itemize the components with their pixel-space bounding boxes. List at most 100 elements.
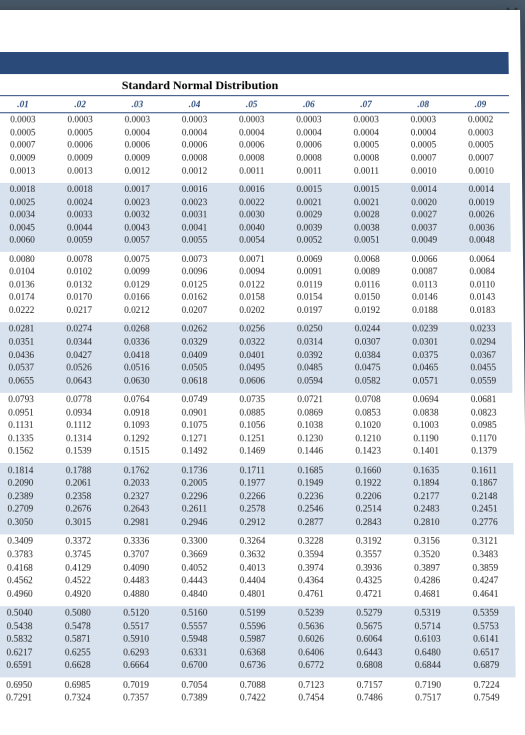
prob-value: 0.3156 bbox=[398, 534, 456, 547]
col-head: .08 bbox=[395, 96, 452, 113]
prob-value: 0.3859 bbox=[456, 561, 514, 574]
prob-value: 0.3520 bbox=[398, 548, 456, 561]
prob-value: 0.2776 bbox=[456, 515, 514, 534]
prob-value: 0.0016 bbox=[223, 183, 280, 196]
prob-value: 0.3409 bbox=[0, 534, 49, 547]
table-row: -1.40.08080.07930.07780.07640.07490.0735… bbox=[0, 393, 513, 406]
prob-value: 0.6628 bbox=[48, 659, 106, 678]
prob-value: 0.3745 bbox=[49, 548, 107, 561]
prob-value: 0.0594 bbox=[281, 374, 339, 393]
table-row: -0.80.21190.20900.20610.20330.20050.1977… bbox=[0, 476, 514, 489]
prob-value: 0.4880 bbox=[107, 587, 165, 606]
prob-value: 0.0040 bbox=[223, 221, 280, 234]
prob-value: 0.4960 bbox=[0, 587, 49, 606]
prob-value: 0.0571 bbox=[397, 374, 455, 393]
prob-value: 0.1003 bbox=[397, 418, 455, 431]
prob-value: 0.3632 bbox=[223, 548, 281, 561]
prob-value: 0.5910 bbox=[107, 632, 165, 645]
prob-value: 0.5080 bbox=[49, 606, 107, 619]
prob-value: 0.0250 bbox=[281, 322, 339, 335]
table-row: -0.10.46020.45620.45220.44830.44430.4404… bbox=[0, 574, 515, 587]
prob-value: 0.7123 bbox=[282, 678, 340, 691]
prob-value: 0.0104 bbox=[0, 265, 51, 278]
prob-value: 0.0197 bbox=[281, 304, 339, 323]
prob-value: 0.0091 bbox=[281, 265, 339, 278]
prob-value: 0.2810 bbox=[398, 515, 456, 534]
prob-value: 0.7054 bbox=[165, 678, 223, 691]
prob-value: 0.0039 bbox=[281, 221, 338, 234]
prob-value: 0.0162 bbox=[166, 291, 224, 304]
prob-value: 0.0006 bbox=[109, 139, 166, 152]
prob-value: 0.3121 bbox=[456, 534, 514, 547]
table-row: 0.30.61790.62170.62550.62930.63310.63680… bbox=[0, 645, 515, 658]
prob-value: 0.2843 bbox=[340, 515, 398, 534]
prob-value: 0.6443 bbox=[340, 645, 398, 658]
prob-value: 0.7291 bbox=[0, 691, 48, 710]
prob-value: 0.2266 bbox=[223, 489, 281, 502]
prob-value: 0.3594 bbox=[282, 548, 340, 561]
prob-value: 0.0003 bbox=[280, 113, 337, 126]
prob-value: 0.0918 bbox=[108, 406, 166, 419]
prob-value: 0.6664 bbox=[107, 659, 165, 678]
prob-value: 0.5871 bbox=[49, 632, 107, 645]
prob-value: 0.5987 bbox=[224, 632, 282, 645]
prob-value: 0.0119 bbox=[281, 278, 339, 291]
prob-value: 0.0066 bbox=[396, 252, 454, 265]
prob-value: 0.0075 bbox=[108, 252, 166, 265]
prob-value: 0.0009 bbox=[0, 151, 51, 164]
prob-value: 0.2877 bbox=[282, 515, 340, 534]
prob-value: 0.0016 bbox=[166, 183, 223, 196]
table-row: -2.30.01070.01040.01020.00990.00960.0094… bbox=[0, 265, 511, 278]
prob-value: 0.4681 bbox=[398, 587, 456, 606]
prob-value: 0.0033 bbox=[51, 208, 108, 221]
prob-value: 0.1469 bbox=[223, 444, 281, 463]
table-row: -1.60.05480.05370.05260.05160.05050.0495… bbox=[0, 361, 512, 374]
table-row: -2.50.00620.00600.00590.00570.00550.0054… bbox=[0, 234, 511, 253]
table-row: -2.40.00820.00800.00780.00750.00730.0071… bbox=[0, 252, 511, 265]
prob-value: 0.7324 bbox=[48, 691, 107, 710]
table-row: -1.80.03590.03510.03440.03360.03290.0322… bbox=[0, 335, 512, 348]
prob-value: 0.0207 bbox=[166, 304, 224, 323]
prob-value: 0.0068 bbox=[338, 252, 396, 265]
prob-value: 0.0505 bbox=[166, 361, 224, 374]
prob-value: 0.0073 bbox=[166, 252, 224, 265]
prob-value: 0.6217 bbox=[0, 645, 49, 658]
table-row: -0.70.24200.23890.23580.23270.22960.2266… bbox=[0, 489, 514, 502]
table-row: -1.70.04460.04360.04270.04180.04090.0401… bbox=[0, 348, 512, 361]
prob-value: 0.0019 bbox=[453, 195, 511, 208]
table-row: -0.50.30850.30500.30150.29810.29460.2912… bbox=[0, 515, 514, 534]
prob-value: 0.0294 bbox=[454, 335, 512, 348]
prob-value: 0.4404 bbox=[224, 574, 282, 587]
table-row: -3.30.00050.00050.00050.00040.00040.0004… bbox=[0, 126, 509, 139]
prob-value: 0.0041 bbox=[166, 221, 223, 234]
prob-value: 0.0102 bbox=[51, 265, 109, 278]
prob-value: 0.2061 bbox=[49, 476, 107, 489]
table-row: -0.00.50000.49600.49200.48800.48400.4801… bbox=[0, 587, 515, 606]
prob-value: 0.2177 bbox=[397, 489, 455, 502]
prob-value: 0.2611 bbox=[165, 502, 223, 515]
prob-value: 0.6103 bbox=[398, 632, 456, 645]
table-row: -2.80.00260.00250.00240.00230.00230.0022… bbox=[0, 195, 510, 208]
table-row: 0.20.57930.58320.58710.59100.59480.59870… bbox=[0, 632, 515, 645]
prob-value: 0.0708 bbox=[339, 393, 397, 406]
table-row: -2.60.00470.00450.00440.00430.00410.0040… bbox=[0, 221, 511, 234]
prob-value: 0.0749 bbox=[166, 393, 224, 406]
prob-value: 0.0023 bbox=[166, 195, 223, 208]
prob-value: 0.0166 bbox=[108, 291, 166, 304]
prob-value: 0.6844 bbox=[399, 659, 458, 678]
prob-value: 0.0099 bbox=[108, 265, 166, 278]
prob-value: 0.0011 bbox=[223, 164, 280, 182]
prob-value: 0.0054 bbox=[223, 234, 281, 253]
table-row: 0.50.69150.69500.69850.70190.70540.70880… bbox=[0, 678, 516, 691]
prob-value: 0.3015 bbox=[49, 515, 107, 534]
prob-value: 0.1611 bbox=[455, 463, 513, 476]
prob-value: 0.4168 bbox=[0, 561, 49, 574]
prob-value: 0.0239 bbox=[396, 322, 454, 335]
prob-value: 0.0057 bbox=[108, 234, 166, 253]
prob-value: 0.0071 bbox=[223, 252, 281, 265]
prob-value: 0.1292 bbox=[108, 431, 166, 444]
prob-value: 0.5239 bbox=[282, 606, 340, 619]
prob-value: 0.0010 bbox=[395, 164, 452, 182]
prob-value: 0.0793 bbox=[0, 393, 50, 406]
prob-value: 0.0934 bbox=[50, 406, 108, 419]
